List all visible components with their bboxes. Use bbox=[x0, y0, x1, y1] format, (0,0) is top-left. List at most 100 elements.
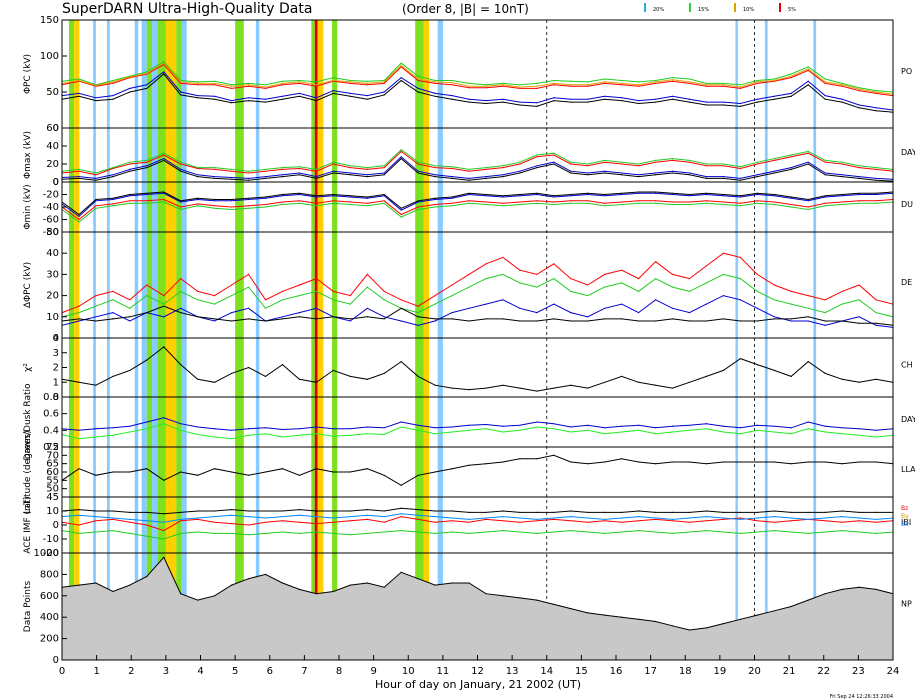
data-point bbox=[807, 161, 809, 163]
series-line bbox=[61, 507, 893, 515]
data-point bbox=[604, 170, 606, 172]
x-tick-label: 10 bbox=[402, 666, 415, 677]
data-point bbox=[180, 518, 182, 521]
right-label: DAY bbox=[901, 148, 915, 157]
data-point bbox=[298, 521, 300, 523]
data-point bbox=[485, 263, 487, 265]
data-point bbox=[78, 468, 80, 470]
data-point bbox=[858, 284, 860, 286]
data-point bbox=[366, 514, 368, 516]
data-point bbox=[807, 208, 809, 211]
data-point bbox=[417, 509, 419, 511]
data-point bbox=[858, 193, 860, 196]
data-point bbox=[349, 95, 351, 97]
data-point bbox=[655, 192, 657, 194]
data-point bbox=[264, 176, 267, 178]
x-tick-label: 17 bbox=[644, 666, 657, 677]
data-point bbox=[248, 307, 250, 309]
data-point bbox=[485, 168, 487, 170]
data-point bbox=[773, 159, 775, 161]
data-point bbox=[858, 87, 860, 89]
data-point bbox=[875, 532, 877, 535]
data-point bbox=[315, 593, 317, 595]
data-point bbox=[502, 530, 504, 532]
data-point bbox=[383, 474, 385, 476]
data-point bbox=[315, 168, 317, 170]
data-point bbox=[604, 82, 606, 84]
data-point bbox=[519, 161, 521, 163]
series-line bbox=[61, 252, 894, 314]
data-point bbox=[349, 174, 351, 176]
data-point bbox=[332, 510, 334, 512]
data-point bbox=[264, 510, 267, 512]
data-point bbox=[214, 295, 216, 297]
data-point bbox=[485, 85, 487, 87]
data-point bbox=[671, 77, 674, 79]
data-point bbox=[875, 177, 877, 179]
data-point bbox=[671, 511, 674, 513]
data-point bbox=[621, 201, 623, 203]
series-line bbox=[61, 198, 894, 221]
data-point bbox=[807, 511, 809, 513]
data-point bbox=[197, 197, 199, 199]
data-point bbox=[400, 209, 402, 211]
data-point bbox=[214, 320, 216, 322]
data-point bbox=[807, 84, 809, 86]
data-point bbox=[163, 158, 165, 160]
data-point bbox=[739, 618, 742, 620]
data-point bbox=[315, 278, 317, 280]
data-point bbox=[332, 590, 334, 593]
data-point bbox=[790, 375, 792, 377]
data-point bbox=[807, 295, 809, 297]
data-point bbox=[468, 389, 470, 391]
data-point bbox=[705, 510, 708, 512]
data-point bbox=[705, 375, 708, 377]
data-point bbox=[655, 511, 657, 513]
data-point bbox=[553, 97, 555, 99]
data-point bbox=[671, 170, 674, 172]
data-point bbox=[756, 320, 758, 322]
data-point bbox=[451, 431, 453, 433]
y-axis-label: Data Points bbox=[23, 580, 33, 632]
highlight-band bbox=[176, 20, 182, 660]
data-point bbox=[366, 433, 368, 435]
data-point bbox=[604, 614, 606, 616]
data-point bbox=[281, 195, 284, 197]
data-point bbox=[756, 517, 758, 519]
data-point bbox=[298, 514, 300, 516]
data-point bbox=[875, 110, 877, 112]
data-point bbox=[434, 295, 436, 297]
data-point bbox=[841, 85, 843, 87]
data-point bbox=[78, 381, 80, 383]
data-point bbox=[264, 375, 267, 377]
y-tick-label: 10 bbox=[46, 506, 59, 517]
data-point bbox=[671, 461, 674, 463]
data-point bbox=[587, 202, 589, 204]
data-point bbox=[621, 84, 623, 86]
data-point bbox=[519, 282, 521, 284]
data-point bbox=[129, 200, 131, 202]
data-point bbox=[468, 85, 470, 87]
data-point bbox=[400, 156, 402, 158]
data-point bbox=[671, 273, 674, 275]
data-point bbox=[875, 322, 877, 324]
data-point bbox=[366, 167, 368, 169]
data-point bbox=[197, 316, 199, 318]
right-label: DU bbox=[901, 200, 913, 209]
data-point bbox=[264, 573, 267, 576]
data-point bbox=[722, 425, 725, 427]
data-point bbox=[468, 168, 470, 170]
data-point bbox=[163, 198, 165, 201]
data-point bbox=[587, 320, 589, 322]
highlight-band bbox=[93, 20, 96, 660]
data-point bbox=[163, 62, 165, 64]
data-point bbox=[146, 511, 148, 513]
data-point bbox=[739, 299, 742, 301]
data-point bbox=[485, 593, 487, 595]
data-point bbox=[231, 372, 233, 374]
data-point bbox=[536, 426, 538, 428]
data-point bbox=[197, 510, 199, 512]
data-point bbox=[638, 520, 640, 522]
data-point bbox=[129, 425, 131, 427]
data-point bbox=[570, 384, 572, 386]
